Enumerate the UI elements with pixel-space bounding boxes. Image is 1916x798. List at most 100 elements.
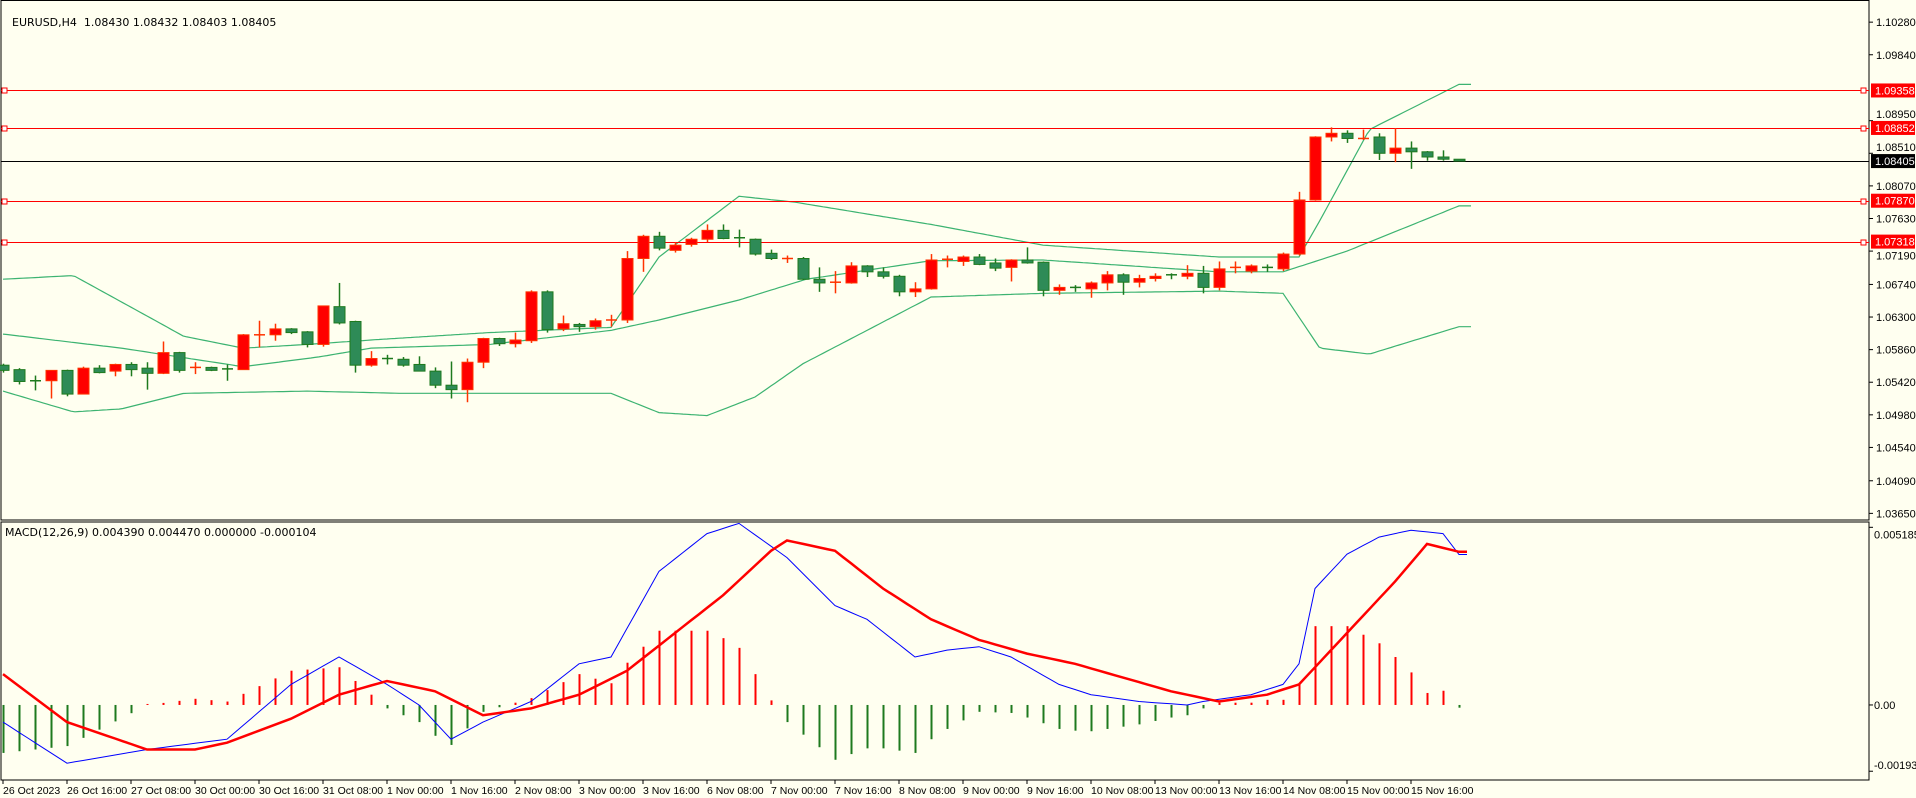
candle [333,282,346,325]
bollinger-middle-band [2,205,1471,368]
candle [1358,129,1369,140]
candle [237,334,250,371]
bollinger-lower-band [2,290,1471,417]
time-tick-label: 26 Oct 2023 [3,785,60,797]
candle-body [525,291,538,342]
price-tick-label: 1.05860 [1876,345,1916,357]
candle [173,351,186,373]
candle-body [893,275,906,293]
candle-body [237,334,250,371]
candle-body [957,256,970,262]
candle-body [1341,132,1354,139]
candle-body [1053,286,1066,291]
candle [1166,273,1177,280]
candle [1262,264,1273,272]
macd-signal-line [2,539,1467,751]
time-tick-label: 3 Nov 16:00 [643,785,700,797]
price-tick-label: 1.06740 [1876,279,1916,291]
candle [13,368,26,385]
candle-body [1293,199,1306,255]
price-tick-label: 1.08950 [1876,109,1916,121]
candle-body [1437,156,1450,160]
candle-body [301,331,314,345]
candle [1325,127,1338,142]
price-tick-label: 1.03650 [1876,508,1916,520]
time-tick-label: 7 Nov 16:00 [835,785,892,797]
candle [765,249,778,260]
time-tick-label: 26 Oct 16:00 [67,785,127,797]
price-tick-label: 1.06300 [1876,312,1916,324]
candle [77,366,90,395]
candle [397,357,410,367]
candle [717,224,730,240]
level-price-label-bg [1871,234,1915,249]
chart-title: EURUSD,H4 1.08430 1.08432 1.08403 1.0840… [5,3,276,29]
candle [541,290,554,333]
candle [222,364,233,381]
candle-body [685,238,698,245]
candle-body [205,366,218,371]
candle [61,369,74,397]
candle [734,229,745,248]
candle [477,337,490,369]
candle-body [157,352,170,374]
candle-body [637,235,650,259]
candle-body [1277,253,1290,270]
candle [509,332,522,348]
level-price-label: 1.07870 [1875,196,1915,208]
candle [1341,130,1354,143]
candle [429,367,442,389]
candle [973,254,986,266]
candle [493,337,506,346]
candle [349,320,362,373]
candle-body [1373,136,1386,154]
candle [1149,273,1162,282]
candle [621,251,634,323]
macd-tick-label: -0.001934 [1874,760,1916,772]
time-tick-label: 8 Nov 08:00 [899,785,956,797]
candle [1101,271,1114,291]
time-tick-label: 15 Nov 16:00 [1411,785,1474,797]
candle-body [1309,136,1322,201]
candle-body [973,256,986,265]
candle-body [493,338,506,345]
level-price-label-bg [1871,83,1915,98]
candle [205,366,218,372]
candle [797,257,810,280]
candle-body [925,259,938,290]
candle [1085,281,1098,298]
level-price-label: 1.09358 [1875,85,1915,97]
candle [365,351,378,367]
candle [382,354,393,365]
candle [525,290,538,343]
candle [1293,191,1306,256]
candle [1197,265,1210,294]
ohlc-readout: 1.08430 1.08432 1.08403 1.08405 [83,16,277,29]
level-handle-right [1860,239,1867,246]
time-tick-label: 27 Oct 08:00 [131,785,191,797]
candle [1021,247,1034,264]
candle-body [1453,158,1466,162]
candle-body [749,238,762,255]
level-handle-right [1860,198,1867,205]
price-tick-label: 1.04090 [1876,476,1916,488]
candle-body [1021,259,1034,264]
candle-body [477,338,490,363]
candle [893,274,906,297]
candle-body [1133,278,1146,283]
candle-body [541,291,554,331]
level-handle-left [1,125,8,132]
candle [1389,128,1402,163]
time-tick-label: 15 Nov 00:00 [1347,785,1410,797]
time-tick-label: 30 Oct 00:00 [195,785,255,797]
candle [909,282,922,298]
macd-title: MACD(12,26,9) 0.004390 0.004470 0.000000… [5,526,317,539]
candle [317,305,330,347]
candle [413,356,426,372]
candle [141,362,154,390]
candle [1309,136,1322,201]
time-tick-label: 9 Nov 16:00 [1027,785,1084,797]
candle-body [429,370,442,386]
candle-body [173,352,186,371]
